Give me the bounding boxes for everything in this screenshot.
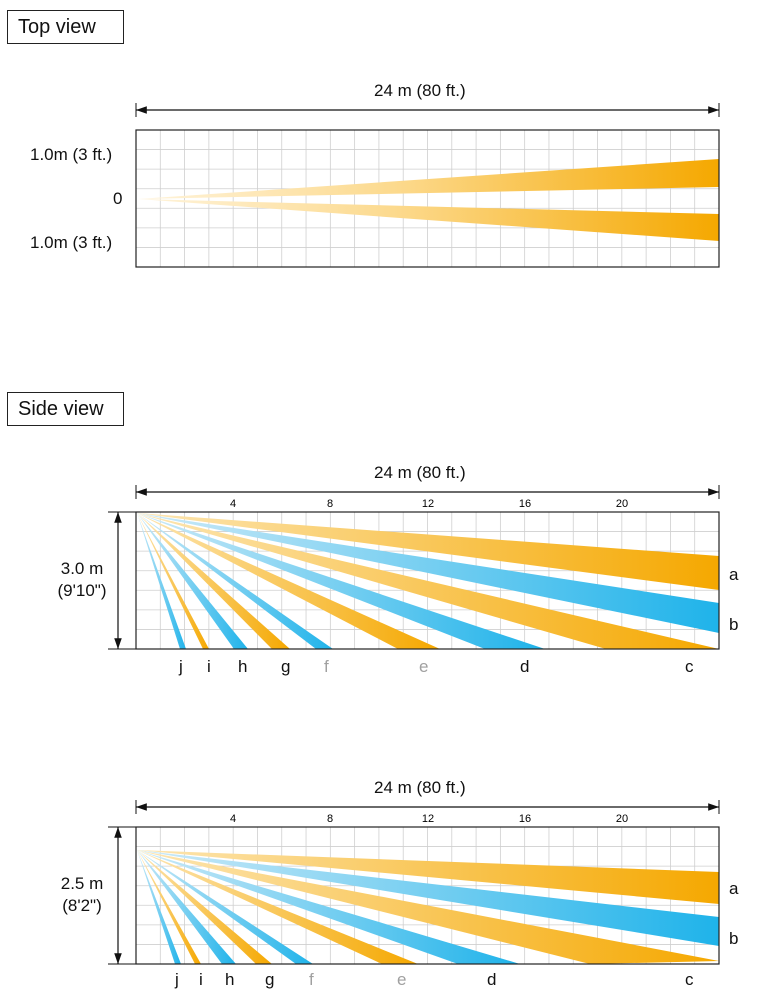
side1-tick-20: 20 (616, 498, 628, 510)
side1-tick-8: 8 (327, 498, 333, 510)
side2-ticks: 4 8 12 16 20 (230, 813, 628, 825)
side1-beam-label-j: j (179, 657, 183, 676)
side1-beam-label-e: e (419, 657, 429, 676)
beam-e (137, 850, 418, 964)
beam-d (137, 513, 545, 649)
beam-h (137, 850, 236, 964)
side2-beams (137, 850, 719, 964)
side-view-diagram-1: 4 8 12 16 20 (108, 485, 720, 650)
side1-beam-label-c: c (685, 657, 694, 676)
side2-tick-16: 16 (519, 813, 531, 825)
side1-beam-label-f: f (324, 657, 329, 676)
beam-i (137, 513, 209, 649)
top-range-label: 24 m (80 ft.) (374, 81, 466, 100)
beam-h (137, 513, 248, 649)
beam-b (137, 513, 719, 633)
beam-f (137, 513, 333, 649)
side2-height-label: 2.5 m (8'2") (46, 873, 118, 917)
beam-c (137, 513, 719, 649)
side2-beam-label-g: g (265, 970, 275, 989)
side1-height-line2: (9'10") (57, 581, 107, 600)
beam-i (137, 850, 201, 964)
side2-tick-4: 4 (230, 813, 236, 825)
side1-tick-4: 4 (230, 498, 236, 510)
beam-j (137, 850, 181, 964)
side1-range-label: 24 m (80 ft.) (374, 463, 466, 482)
side-view-diagram-2: 4 8 12 16 20 (108, 800, 720, 965)
side1-beams (137, 513, 719, 649)
side1-height-label: 3.0 m (9'10") (46, 558, 118, 602)
side1-beam-label-h: h (238, 657, 248, 676)
side1-height-line1: 3.0 m (60, 559, 104, 578)
side2-beam-label-b: b (729, 929, 739, 948)
beam-a (137, 850, 719, 904)
side1-beam-label-i: i (207, 657, 211, 676)
side2-height-line1: 2.5 m (60, 874, 104, 893)
beam-e (137, 513, 440, 649)
side1-beam-label-a: a (729, 565, 739, 584)
side-view-label: Side view (7, 392, 124, 426)
top-y-label-upper: 1.0m (3 ft.) (30, 145, 113, 164)
side1-tick-12: 12 (422, 498, 434, 510)
side2-range-label: 24 m (80 ft.) (374, 778, 466, 797)
beam-j (137, 513, 186, 649)
side2-beam-label-h: h (225, 970, 235, 989)
top-beam-upper (138, 159, 719, 199)
beam-f (137, 850, 313, 964)
side1-beam-label-g: g (281, 657, 291, 676)
beam-g (137, 513, 290, 649)
side2-tick-12: 12 (422, 813, 434, 825)
top-y-label-center: 0 (113, 189, 123, 208)
top-view-label: Top view (7, 10, 124, 44)
side2-tick-8: 8 (327, 813, 333, 825)
side2-beam-label-a: a (729, 879, 739, 898)
side1-tick-16: 16 (519, 498, 531, 510)
top-view-diagram (135, 103, 720, 268)
side2-height-line2: (8'2") (62, 896, 102, 915)
beam-a (137, 513, 719, 590)
side1-beam-label-b: b (729, 615, 739, 634)
side2-beam-label-d: d (487, 970, 497, 989)
side2-beam-label-c: c (685, 970, 694, 989)
beam-d (137, 850, 520, 964)
side2-beam-label-i: i (199, 970, 203, 989)
side2-beam-label-j: j (175, 970, 179, 989)
beam-c (137, 850, 719, 964)
top-y-label-lower: 1.0m (3 ft.) (30, 233, 113, 252)
side2-beam-label-f: f (309, 970, 314, 989)
beam-g (137, 850, 272, 964)
top-beam-lower (138, 199, 719, 241)
side2-tick-20: 20 (616, 813, 628, 825)
side2-beam-label-e: e (397, 970, 407, 989)
beam-b (137, 850, 719, 946)
side1-ticks: 4 8 12 16 20 (230, 498, 628, 510)
side1-beam-label-d: d (520, 657, 530, 676)
